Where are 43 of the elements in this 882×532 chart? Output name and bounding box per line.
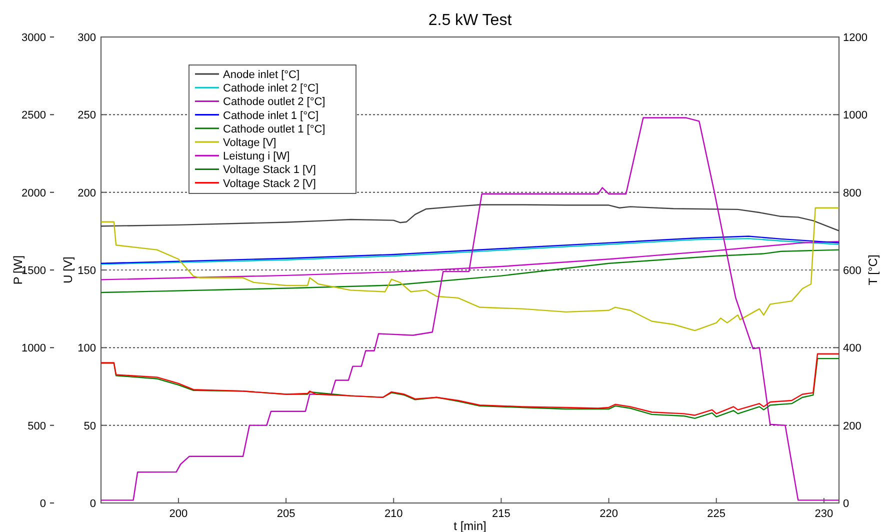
legend-label: Anode inlet [°C] xyxy=(223,69,300,81)
y3-tick-label: 300 xyxy=(78,32,96,44)
y-tick-label: 2000 xyxy=(22,187,46,200)
y2-tick-label: 200 xyxy=(843,420,862,432)
y-tick-label: 1500 xyxy=(22,265,46,277)
y3-tick-label: 250 xyxy=(78,110,96,122)
y2-tick-label: 1000 xyxy=(843,110,868,122)
y3-tick-label: 0 xyxy=(90,498,96,510)
y-tick-label: 0 xyxy=(40,498,46,510)
x-tick-label: 215 xyxy=(492,508,510,520)
y2-axis-title: T [°C] xyxy=(866,254,880,286)
legend-label: Voltage Stack 1 [V] xyxy=(223,164,316,176)
y3-tick-label: 150 xyxy=(78,265,96,277)
legend-label: Cathode outlet 1 [°C] xyxy=(223,123,326,136)
y3-tick-label: 200 xyxy=(78,187,96,200)
line-series xyxy=(101,204,839,232)
legend-label: Cathode outlet 2 [°C] xyxy=(223,96,326,108)
y2-tick-label: 600 xyxy=(843,265,862,277)
x-tick-label: 205 xyxy=(276,508,296,520)
y-tick-label: 500 xyxy=(28,420,46,432)
y3-tick-label: 100 xyxy=(78,342,96,355)
legend-label: Cathode inlet 1 [°C] xyxy=(223,110,319,122)
legend-label: Voltage Stack 2 [V] xyxy=(223,178,316,190)
line-series xyxy=(101,207,839,332)
y3-axis-title: U [V] xyxy=(61,256,75,284)
y-tick-label: 1000 xyxy=(22,342,46,355)
chart-title: 2.5 kW Test xyxy=(428,12,512,29)
x-tick-label: 200 xyxy=(169,508,188,520)
legend-label: Voltage [V] xyxy=(223,137,276,149)
y2-tick-label: 1200 xyxy=(843,32,868,44)
y2-tick-label: 800 xyxy=(843,187,862,200)
y-tick-label: 3000 xyxy=(22,32,46,44)
y-tick-label: 2500 xyxy=(22,110,46,122)
legend-label: Cathode inlet 2 [°C] xyxy=(223,82,319,95)
x-tick-label: 225 xyxy=(707,508,726,520)
y2-tick-label: 0 xyxy=(843,498,850,510)
legend-label: Leistung i [W] xyxy=(223,150,290,163)
x-tick-label: 210 xyxy=(384,508,403,520)
x-tick-label: 220 xyxy=(600,508,618,520)
x-tick-label: 230 xyxy=(814,508,834,520)
y3-tick-label: 50 xyxy=(84,420,96,432)
y2-tick-label: 400 xyxy=(843,342,862,355)
line-series xyxy=(101,249,839,294)
